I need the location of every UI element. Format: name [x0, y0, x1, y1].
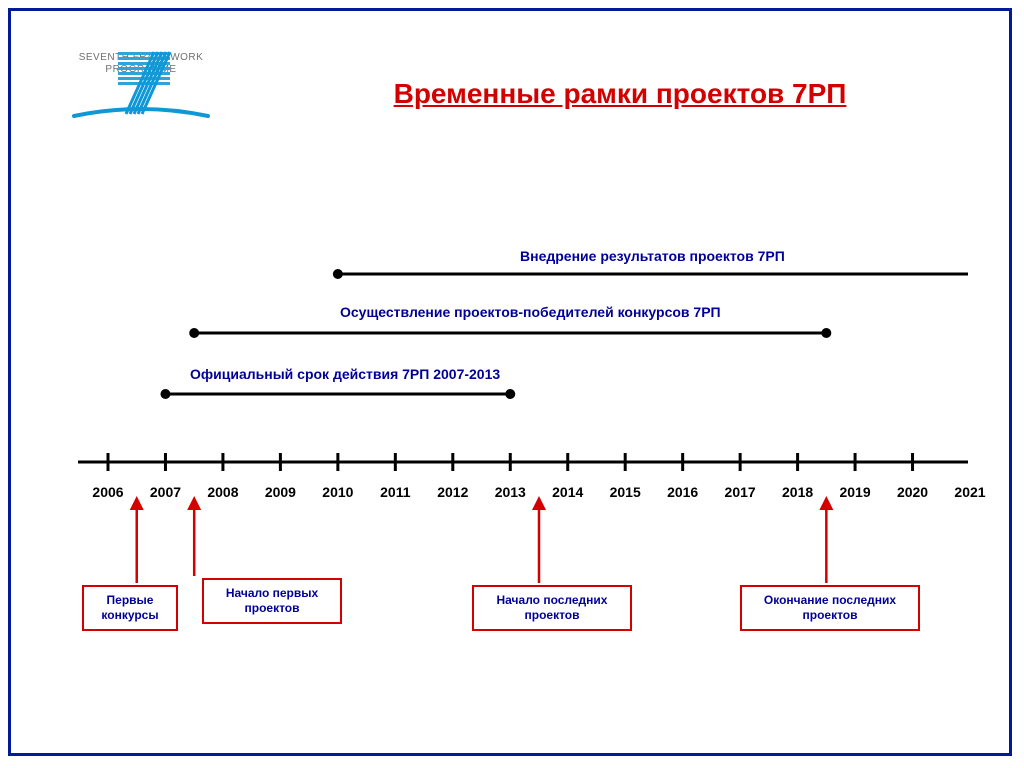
year-2010: 2010	[322, 484, 353, 500]
year-2015: 2015	[610, 484, 641, 500]
bar-label-winners: Осуществление проектов-победителей конку…	[340, 304, 721, 320]
year-2008: 2008	[207, 484, 238, 500]
year-2018: 2018	[782, 484, 813, 500]
year-2013: 2013	[495, 484, 526, 500]
year-2017: 2017	[725, 484, 756, 500]
bar-label-official: Официальный срок действия 7РП 2007-2013	[190, 366, 500, 382]
year-2014: 2014	[552, 484, 583, 500]
year-2007: 2007	[150, 484, 181, 500]
year-2012: 2012	[437, 484, 468, 500]
year-2021: 2021	[954, 484, 985, 500]
callout-last-projects-start: Начало последнихпроектов	[472, 585, 632, 631]
year-2009: 2009	[265, 484, 296, 500]
year-2020: 2020	[897, 484, 928, 500]
year-2011: 2011	[380, 484, 410, 500]
year-2006: 2006	[92, 484, 123, 500]
year-2016: 2016	[667, 484, 698, 500]
callout-first-competitions: Первыеконкурсы	[82, 585, 178, 631]
bar-label-results: Внедрение результатов проектов 7РП	[520, 248, 785, 264]
year-2019: 2019	[839, 484, 870, 500]
timeline-diagram: 2006 2007 2008 2009 2010 2011 2012 2013 2014 2015…	[40, 40, 968, 720]
callout-first-projects: Начало первыхпроектов	[202, 578, 342, 624]
callout-last-projects-end: Окончание последнихпроектов	[740, 585, 920, 631]
